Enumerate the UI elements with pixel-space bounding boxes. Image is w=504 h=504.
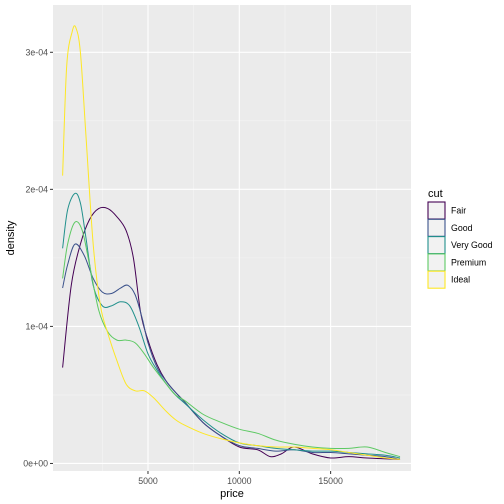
x-axis: 5000 10000 15000 xyxy=(138,471,343,486)
density-line-ideal xyxy=(62,25,401,460)
x-axis-title: price xyxy=(220,488,244,500)
legend-label-premium: Premium xyxy=(451,257,486,267)
y-tick-label: 3e-04 xyxy=(26,47,49,57)
y-tick-label: 2e-04 xyxy=(26,184,49,194)
x-tick-label: 5000 xyxy=(138,476,158,486)
legend-label-ideal: Ideal xyxy=(451,275,470,285)
density-line-premium xyxy=(62,221,401,458)
y-axis: 0e+00 1e-04 2e-04 3e-04 xyxy=(23,47,53,468)
major-gridlines xyxy=(53,5,411,471)
y-axis-title: density xyxy=(5,220,17,255)
plot-panel xyxy=(53,5,411,471)
x-tick-label: 10000 xyxy=(227,476,252,486)
density-lines xyxy=(62,25,401,460)
legend-label-fair: Fair xyxy=(451,206,466,216)
legend-item-ideal: Ideal xyxy=(427,270,470,289)
legend-key-good xyxy=(427,218,446,237)
minor-gridlines xyxy=(53,5,411,471)
legend-key-very-good xyxy=(427,236,446,255)
y-tick-label: 0e+00 xyxy=(23,458,48,468)
y-tick-label: 1e-04 xyxy=(26,321,49,331)
legend-label-very-good: Very Good xyxy=(451,240,493,250)
legend-key-ideal xyxy=(427,270,446,289)
legend-key-premium xyxy=(427,253,446,272)
legend-key-fair xyxy=(427,201,446,220)
legend: cut Fair Good Very Good Premium Ideal xyxy=(427,188,493,289)
x-tick-label: 15000 xyxy=(318,476,343,486)
legend-label-good: Good xyxy=(451,223,473,233)
legend-title: cut xyxy=(428,188,443,200)
